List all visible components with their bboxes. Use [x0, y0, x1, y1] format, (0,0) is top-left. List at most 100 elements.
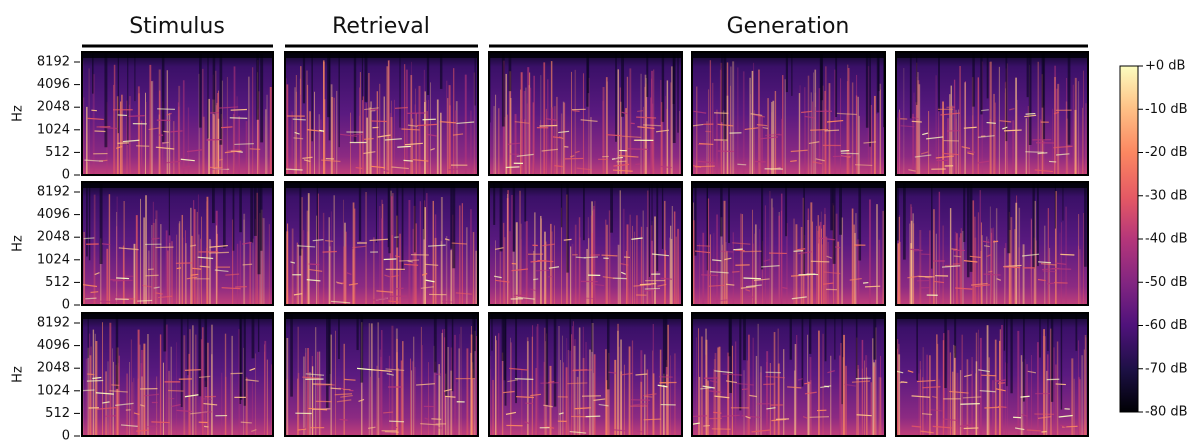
spectrogram-harmonic	[1027, 430, 1041, 431]
y-axis-label: Hz	[11, 235, 26, 252]
spectrogram-harmonic	[855, 165, 872, 166]
spectrogram-harmonic	[83, 390, 95, 391]
spectrogram-harmonic	[212, 169, 227, 170]
spectrogram-harmonic	[631, 400, 650, 401]
spectrogram-harmonic	[743, 278, 761, 279]
spectrogram	[692, 52, 885, 175]
spectrogram-harmonic	[573, 370, 592, 371]
spectrogram-harmonic	[998, 383, 1005, 384]
y-tick-label: 512	[45, 145, 70, 160]
spectrogram-harmonic	[204, 426, 208, 427]
spectrogram	[489, 52, 682, 175]
spectrogram-harmonic	[85, 298, 96, 299]
y-tick-label: 1024	[37, 122, 70, 137]
spectrogram	[692, 313, 885, 436]
spectrogram-harmonic	[330, 388, 340, 389]
spectrogram-harmonic	[129, 116, 145, 117]
y-tick-label: 4096	[37, 207, 70, 222]
spectrogram-harmonic	[790, 161, 797, 162]
spectrogram-harmonic	[397, 146, 411, 147]
y-tick-label: 2048	[37, 361, 70, 376]
spectrogram-harmonic	[300, 428, 305, 429]
y-tick-label: 8192	[37, 55, 70, 70]
spectrogram-harmonic	[371, 121, 387, 122]
spectrogram	[896, 313, 1088, 436]
spectrogram-harmonic	[389, 421, 404, 422]
spectrogram	[489, 313, 682, 436]
spectrogram-harmonic	[804, 383, 810, 384]
spectrogram-harmonic	[234, 144, 253, 145]
spectrogram-harmonic	[323, 251, 337, 252]
spectrogram-harmonic	[645, 288, 660, 289]
spectrogram-harmonic	[136, 146, 149, 147]
spectrogram-harmonic	[572, 111, 579, 112]
spectrogram-harmonic	[692, 416, 707, 417]
spectrogram-harmonic	[364, 139, 374, 140]
spectrogram	[82, 313, 273, 436]
spectrogram-harmonic	[157, 109, 175, 110]
spectrogram-harmonic	[250, 149, 260, 150]
y-tick-label: 2048	[37, 230, 70, 245]
spectrogram-harmonic	[701, 275, 718, 276]
spectrogram-harmonic	[185, 370, 201, 371]
colorbar-tick-label: -50 dB	[1145, 275, 1188, 290]
spectrogram-harmonic	[162, 142, 168, 143]
colorbar-tick-label: -10 dB	[1145, 102, 1188, 117]
spectrogram	[896, 52, 1088, 175]
spectrogram	[82, 52, 273, 175]
colorbar-tick-label: +0 dB	[1145, 59, 1185, 74]
spectrogram-harmonic	[221, 127, 232, 128]
column-header: Retrieval	[332, 14, 430, 39]
spectrogram-harmonic	[733, 249, 742, 250]
spectrogram-harmonic	[833, 156, 852, 157]
colorbar-tick-label: -70 dB	[1145, 361, 1188, 376]
spectrogram-harmonic	[644, 396, 652, 397]
spectrogram-harmonic	[954, 256, 961, 257]
spectrogram-harmonic	[286, 169, 303, 170]
spectrogram-harmonic	[1043, 271, 1056, 272]
spectrogram-harmonic	[192, 268, 201, 269]
y-axis-label: Hz	[11, 105, 26, 122]
spectrogram-harmonic	[602, 255, 618, 256]
spectrogram-harmonic	[102, 244, 110, 245]
spectrogram-harmonic	[312, 409, 330, 410]
y-tick-label: 0	[62, 168, 70, 183]
spectrogram-harmonic	[697, 246, 710, 247]
spectrogram-harmonic	[87, 374, 94, 375]
spectrogram-harmonic	[152, 238, 160, 239]
spectrogram	[896, 182, 1088, 305]
spectrogram-harmonic	[87, 381, 103, 382]
spectrogram-harmonic	[1049, 161, 1056, 162]
spectrogram-harmonic	[794, 251, 803, 252]
spectrogram	[82, 182, 273, 305]
spectrogram-harmonic	[695, 166, 715, 167]
spectrogram-harmonic	[644, 419, 661, 420]
spectrogram-harmonic	[1004, 267, 1021, 268]
spectrogram-harmonic	[230, 118, 248, 119]
y-tick-label: 8192	[37, 185, 70, 200]
spectrogram-harmonic	[637, 111, 643, 112]
y-axis-label: Hz	[11, 366, 26, 383]
spectrogram-harmonic	[732, 271, 739, 272]
spectrogram-bg	[896, 52, 1088, 175]
spectrogram-harmonic	[151, 422, 169, 423]
y-tick-label: 1024	[37, 252, 70, 267]
spectrogram-harmonic	[960, 404, 979, 405]
spectrogram-harmonic	[84, 238, 95, 239]
spectrogram-harmonic	[201, 399, 212, 400]
spectrogram-harmonic	[1052, 269, 1071, 270]
spectrogram-harmonic	[737, 164, 746, 165]
spectrogram	[489, 182, 682, 305]
y-tick-label: 0	[62, 298, 70, 313]
spectrogram-harmonic	[824, 130, 839, 131]
spectrogram-harmonic	[293, 119, 306, 120]
y-tick-label: 512	[45, 275, 70, 290]
spectrogram-harmonic	[635, 164, 640, 165]
spectrogram-harmonic	[385, 432, 399, 433]
spectrogram-harmonic	[95, 131, 106, 132]
spectrogram-bg	[489, 182, 682, 305]
spectrogram-harmonic	[987, 123, 996, 124]
spectrogram	[285, 52, 478, 175]
y-tick-label: 1024	[37, 383, 70, 398]
